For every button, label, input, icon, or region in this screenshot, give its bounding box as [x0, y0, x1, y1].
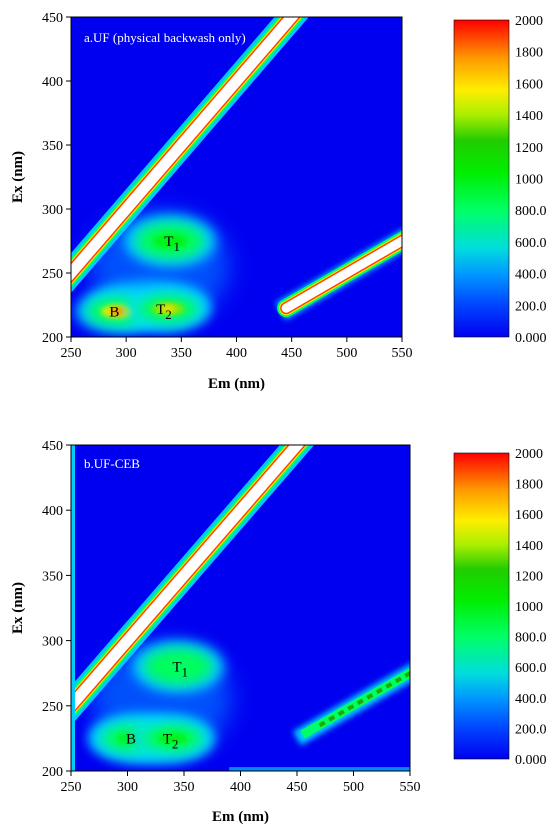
panel-title: b.UF-CEB — [84, 456, 140, 471]
colorbar-tick-label: 1800 — [515, 46, 543, 61]
colorbar-tick-label: 1000 — [515, 600, 543, 615]
peak-label: B — [126, 731, 136, 747]
colorbar: 0.000 200.0 400.0 600.0 800.0 1000 1200 1400 160… — [453, 14, 547, 346]
colorbar-tick-label: 600.0 — [515, 236, 547, 251]
colorbar-tick-label: 1200 — [515, 569, 543, 584]
x-tick-label: 250 — [61, 346, 82, 361]
peak-label: T1 — [164, 234, 180, 254]
y-tick-label: 450 — [42, 439, 63, 454]
y-tick-label: 250 — [42, 267, 63, 282]
x-tick-label: 500 — [336, 346, 357, 361]
colorbar-tick-label: 2000 — [515, 447, 543, 462]
peak-label: T2 — [163, 731, 179, 751]
colorbar-tick-label: 200.0 — [515, 722, 547, 737]
x-tick-label: 550 — [392, 346, 413, 361]
x-tick-label: 400 — [230, 780, 251, 795]
contour-layer — [71, 445, 410, 771]
edge-artifact — [71, 445, 75, 771]
colorbar-tick-label: 800.0 — [515, 631, 547, 646]
peak-label: B — [109, 304, 119, 320]
peak-core — [161, 659, 196, 674]
x-tick-label: 300 — [116, 346, 137, 361]
scatter-band-2nd — [318, 670, 410, 728]
colorbar-tick-label: 1400 — [515, 109, 543, 124]
y-tick-label: 400 — [42, 504, 63, 519]
x-axis-label: Em (nm) — [208, 376, 265, 392]
scatter-band-2nd — [300, 667, 410, 739]
eem-panel-0: B T2 T1 a.UF (physical backwash only) 250 300… — [10, 11, 547, 392]
y-tick-label: 350 — [42, 569, 63, 584]
contour-layer — [71, 17, 402, 334]
colorbar-tick-label: 600.0 — [515, 661, 547, 676]
x-tick-label: 300 — [117, 780, 138, 795]
colorbar-tick-label: 2000 — [515, 14, 543, 29]
colorbar-tick-label: 400.0 — [515, 268, 547, 283]
colorbar-tick-label: 1600 — [515, 508, 543, 523]
peak-core — [109, 307, 125, 315]
y-tick-label: 300 — [42, 635, 63, 650]
colorbar-gradient — [453, 19, 510, 338]
colorbar-tick-label: 800.0 — [515, 204, 547, 219]
peak-core — [153, 233, 188, 249]
y-tick-label: 300 — [42, 203, 63, 218]
x-tick-label: 550 — [400, 780, 421, 795]
scatter-band — [71, 17, 299, 282]
scatter-band-2nd — [281, 235, 402, 313]
peak-core — [157, 732, 188, 745]
x-tick-label: 450 — [287, 780, 308, 795]
colorbar-tick-label: 1200 — [515, 141, 543, 156]
y-tick-label: 400 — [42, 75, 63, 90]
x-tick-label: 400 — [226, 346, 247, 361]
x-tick-label: 450 — [281, 346, 302, 361]
colorbar-tick-label: 0.000 — [515, 753, 547, 768]
y-axis-label: Ex (nm) — [10, 151, 26, 203]
colorbar: 0.000 200.0 400.0 600.0 800.0 1000 1200 1400 160… — [453, 447, 547, 768]
colorbar-gradient — [453, 452, 510, 760]
peak-core — [160, 305, 176, 313]
y-tick-label: 250 — [42, 700, 63, 715]
y-tick-label: 200 — [42, 331, 63, 346]
scatter-band — [71, 445, 305, 715]
peak-label: T1 — [172, 660, 188, 680]
x-tick-label: 250 — [61, 780, 82, 795]
y-tick-label: 450 — [42, 11, 63, 26]
edge-artifact — [229, 767, 410, 771]
colorbar-tick-label: 1800 — [515, 478, 543, 493]
y-axis-label: Ex (nm) — [10, 582, 26, 634]
x-tick-label: 350 — [171, 346, 192, 361]
panel-title: a.UF (physical backwash only) — [84, 30, 246, 45]
colorbar-tick-label: 1600 — [515, 77, 543, 92]
colorbar-tick-label: 0.000 — [515, 331, 547, 346]
x-tick-label: 500 — [343, 780, 364, 795]
x-tick-label: 350 — [174, 780, 195, 795]
colorbar-tick-label: 400.0 — [515, 692, 547, 707]
x-axis-label: Em (nm) — [212, 809, 269, 825]
y-tick-label: 200 — [42, 765, 63, 780]
colorbar-tick-label: 200.0 — [515, 299, 547, 314]
colorbar-tick-label: 1000 — [515, 173, 543, 188]
colorbar-tick-label: 1400 — [515, 539, 543, 554]
peak-label: T2 — [156, 302, 172, 322]
y-tick-label: 350 — [42, 139, 63, 154]
